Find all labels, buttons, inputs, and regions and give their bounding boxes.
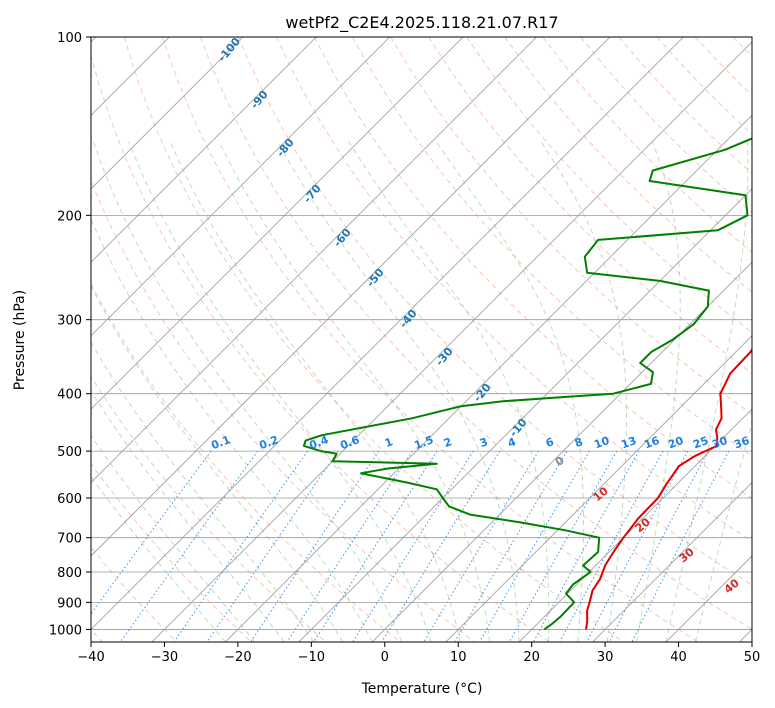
- mixing-ratio-label: 16: [642, 434, 661, 452]
- sounding-series: [302, 137, 752, 631]
- mixing-ratio-line: [479, 450, 591, 642]
- mixing-ratio-line: [91, 450, 212, 615]
- x-tick-label: 20: [523, 650, 540, 665]
- mixing-ratio-label: 0.4: [307, 433, 330, 452]
- mixing-ratio-label: 0.2: [257, 433, 280, 452]
- isotherm: [91, 37, 464, 410]
- dry-adiabat: [91, 179, 476, 642]
- mixing-ratio-label: 2: [442, 435, 454, 450]
- plot-frame: [90, 36, 753, 643]
- dry-adiabat: [199, 37, 752, 630]
- mixing-ratio-label: 3: [478, 435, 490, 450]
- mixing-ratio-label: 13: [619, 434, 638, 451]
- dry-adiabat: [276, 37, 752, 542]
- mixing-ratio-line: [286, 450, 413, 642]
- mixing-ratio-label: 20: [666, 434, 685, 452]
- dry-adiabat: [314, 37, 752, 499]
- dry-adiabat: [91, 462, 252, 642]
- dry-adiabat: [91, 53, 550, 642]
- dry-adiabat: [390, 37, 752, 415]
- y-tick-label: 600: [57, 492, 82, 507]
- mixing-ratio-label: 36: [732, 434, 751, 452]
- x-tick-label: 40: [670, 650, 687, 665]
- x-tick-label: 0: [381, 650, 389, 665]
- y-tick-label: 500: [57, 445, 82, 460]
- x-tick-label: −10: [298, 650, 325, 665]
- isotherm: [592, 481, 752, 642]
- mixing-ratio-label: 30: [710, 434, 729, 452]
- dry-adiabat: [123, 37, 625, 642]
- y-tick-label: 300: [57, 314, 82, 329]
- x-tick-label: 10: [450, 650, 467, 665]
- temperature-line: [585, 347, 752, 630]
- mixing-ratio-label: 1: [383, 435, 395, 450]
- isotherm: [151, 41, 752, 642]
- mixing-ratio-line: [508, 450, 618, 642]
- chart-title: wetPf2_C2E4.2025.118.21.07.R17: [285, 13, 558, 33]
- isotherm: [91, 37, 244, 190]
- mixing-ratio-line: [173, 450, 309, 642]
- x-tick-label: −30: [151, 650, 178, 665]
- y-axis-title: Pressure (hPa): [12, 290, 28, 390]
- mixing-ratio-label: 4: [506, 435, 518, 450]
- axes: −40 −30 −20 −10 0 10 20 30 40 5010020030040050060…: [49, 31, 760, 665]
- isotherm: [91, 37, 390, 337]
- x-tick-label: −40: [77, 650, 104, 665]
- y-tick-label: 800: [57, 566, 82, 581]
- mixing-ratio-label: 6: [544, 435, 556, 450]
- isotherm: [91, 37, 537, 484]
- y-tick-label: 1000: [49, 623, 82, 638]
- x-tick-label: 50: [744, 650, 761, 665]
- dry-adiabat: [91, 375, 327, 642]
- dry-adiabat: [352, 37, 752, 457]
- mixing-ratio-line: [608, 450, 709, 642]
- y-tick-label: 100: [57, 31, 82, 46]
- mixing-ratio-line: [586, 450, 689, 642]
- mixing-ratio-line: [250, 450, 380, 642]
- y-tick-label: 700: [57, 532, 82, 547]
- background-lines: [91, 37, 752, 642]
- x-axis-title: Temperature (°C): [361, 681, 483, 697]
- mixing-ratio-label: 10: [592, 434, 611, 452]
- isotherm: [91, 37, 611, 557]
- mixing-ratio-label: 0.6: [338, 433, 361, 452]
- x-tick-label: −20: [224, 650, 251, 665]
- isotherm: [371, 261, 752, 642]
- x-tick-label: 30: [597, 650, 614, 665]
- mixing-ratio-label: 1.5: [412, 433, 435, 452]
- mixing-ratio-label: 25: [691, 434, 710, 451]
- isotherm: [445, 335, 752, 642]
- mixing-ratio-line: [559, 450, 664, 642]
- mixing-ratio-line: [206, 450, 339, 642]
- y-tick-label: 400: [57, 388, 82, 403]
- mixing-ratio-label: 0.1: [209, 433, 232, 452]
- dry-adiabat: [161, 37, 699, 642]
- isotherm: [91, 37, 317, 263]
- isotherm: [298, 188, 752, 642]
- mixing-ratio-line: [532, 450, 640, 642]
- dewpoint-line: [302, 137, 752, 631]
- dry-adiabat: [237, 37, 752, 586]
- isotherm: [225, 114, 752, 642]
- mixing-ratio-label: 8: [573, 435, 585, 450]
- isotherm: [91, 37, 684, 631]
- mixing-ratio-line: [631, 450, 730, 642]
- y-tick-label: 200: [57, 209, 82, 224]
- y-tick-label: 900: [57, 596, 82, 611]
